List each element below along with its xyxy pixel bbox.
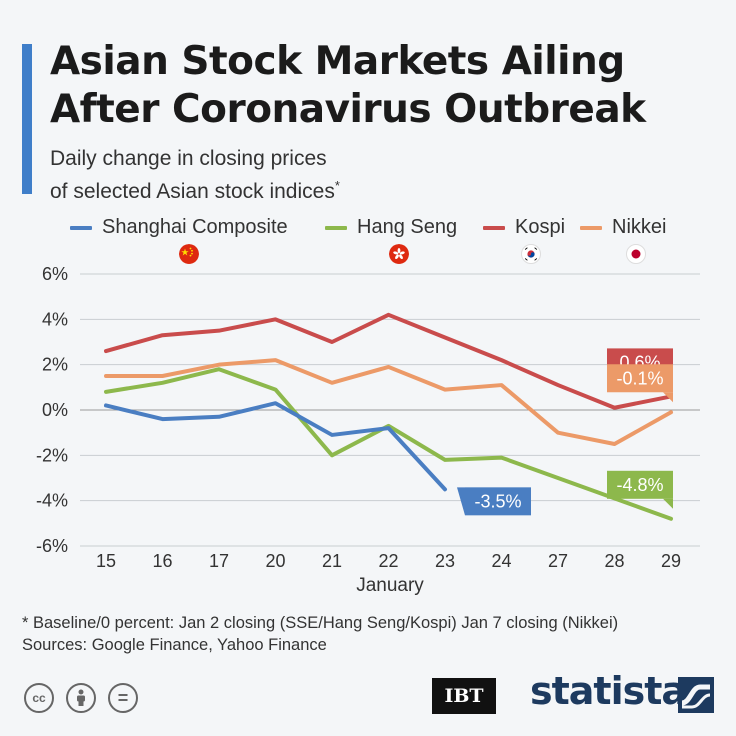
series-line-nikkei [104, 358, 673, 446]
y-tick-label: -6% [36, 536, 68, 556]
subtitle-line-1: Daily change in closing prices [50, 147, 327, 170]
subtitle-asterisk: * [334, 178, 340, 193]
end-label-pointer-hang-seng [663, 498, 673, 509]
y-tick-label: 0% [42, 400, 68, 420]
legend-swatch-shanghai [70, 225, 92, 230]
x-axis-label: January [356, 575, 424, 596]
legend-item-nikkei: Nikkei [580, 216, 666, 239]
subtitle-line-2: of selected Asian stock indices [50, 180, 335, 203]
x-tick-label: 24 [491, 551, 511, 571]
hong-kong-flag-icon [389, 244, 409, 264]
legend-item-shanghai: Shanghai Composite [70, 216, 288, 239]
end-label-pointer-nikkei [663, 392, 673, 403]
no-derivatives-icon: = [108, 683, 138, 713]
legend-label-nikkei: Nikkei [612, 216, 667, 238]
x-tick-label: 28 [604, 551, 624, 571]
chart-subtitle: Daily change in closing prices of select… [50, 145, 340, 205]
end-label-hang-seng: -4.8% [616, 475, 663, 495]
end-label-box-nikkei [607, 364, 673, 393]
statista-logo-icon [678, 677, 714, 713]
footnote: * Baseline/0 percent: Jan 2 closing (SSE… [22, 612, 618, 656]
attribution-icon [66, 683, 96, 713]
series-line-kospi [104, 312, 673, 410]
end-label-nikkei: -0.1% [616, 368, 663, 388]
ibt-logo: IBT [432, 678, 496, 714]
title-line-2: After Coronavirus Outbreak [50, 87, 646, 132]
legend-swatch-hang-seng [325, 225, 347, 230]
footnote-baseline: * Baseline/0 percent: Jan 2 closing (SSE… [22, 614, 619, 632]
legend-label-kospi: Kospi [515, 216, 566, 238]
series-line-shanghai-composite [104, 401, 447, 492]
series-line-hang-seng [104, 367, 673, 521]
legend-swatch-nikkei [580, 225, 602, 230]
x-tick-label: 20 [265, 551, 285, 571]
x-tick-label: 15 [96, 551, 116, 571]
china-flag-icon [179, 244, 199, 264]
x-tick-label: 16 [152, 551, 172, 571]
legend-item-hang-seng: Hang Seng [325, 216, 457, 239]
y-tick-label: -4% [36, 491, 68, 511]
x-tick-label: 21 [322, 551, 342, 571]
x-tick-label: 23 [435, 551, 455, 571]
x-tick-label: 29 [661, 551, 681, 571]
y-tick-label: 4% [42, 309, 68, 329]
y-tick-label: 6% [42, 264, 68, 284]
y-tick-label: -2% [36, 445, 68, 465]
legend-label-hang-seng: Hang Seng [357, 216, 458, 238]
end-label-box-hang-seng [607, 470, 673, 499]
cc-icon: cc [24, 683, 54, 713]
title-accent-bar [22, 44, 32, 194]
legend-item-kospi: Kospi [483, 216, 565, 239]
statista-logo-text: statista [530, 669, 687, 713]
chart-title: Asian Stock Markets Ailing After Coronav… [50, 38, 646, 134]
line-chart: 6% 4% 2% 0% -2% -4% -6% 15 16 17 20 21 22 23 24 27 28 29… [36, 264, 700, 596]
south-korea-flag-icon [521, 244, 541, 264]
x-tick-label: 27 [548, 551, 568, 571]
x-tick-label: 22 [378, 551, 398, 571]
end-label-box-shanghai-composite [465, 487, 531, 516]
legend-label-shanghai: Shanghai Composite [102, 216, 288, 238]
end-label-shanghai-composite: -3.5% [474, 491, 521, 511]
x-tick-label: 17 [209, 551, 229, 571]
y-tick-label: 2% [42, 355, 68, 375]
end-label-pointer-shanghai-composite [457, 487, 465, 516]
legend-swatch-kospi [483, 225, 505, 230]
legend: Shanghai Composite Hang Seng Kospi Nikke… [0, 210, 736, 270]
japan-flag-icon [626, 244, 646, 264]
title-line-1: Asian Stock Markets Ailing [50, 39, 625, 84]
footnote-sources: Sources: Google Finance, Yahoo Finance [22, 636, 327, 654]
